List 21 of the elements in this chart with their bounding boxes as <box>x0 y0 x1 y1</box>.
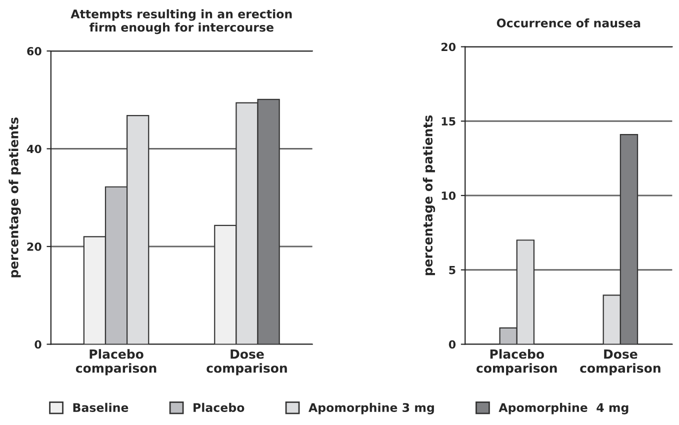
legend-label: Baseline <box>73 402 128 412</box>
x-tick-label: Dose comparison <box>580 349 660 376</box>
y-tick-label: 5 <box>449 266 456 274</box>
x-tick-label: Placebo comparison <box>476 349 557 376</box>
legend-label: Apomorphine 4 mg <box>498 402 628 414</box>
y-tick-label: 20 <box>27 242 42 251</box>
y-tick-label: 15 <box>442 117 456 126</box>
chart-title: Occurrence of nausea <box>496 18 640 28</box>
legend-label: Apomorphine 3 mg <box>308 402 434 414</box>
y-tick-label: 0 <box>34 340 42 349</box>
x-tick-label: Dose comparison <box>206 349 287 376</box>
y-tick-label: 40 <box>26 144 42 154</box>
y-tick-label: 20 <box>442 42 456 52</box>
y-tick-label: 10 <box>442 191 456 200</box>
chart-title: Attempts resulting in an erection firm enough for intercourse <box>70 9 292 34</box>
legend-label: Placebo <box>194 402 244 412</box>
y-axis-title: percentage of patients <box>8 118 21 278</box>
y-axis-title: percentage of patients <box>422 115 436 276</box>
y-tick-label: 60 <box>27 46 42 56</box>
x-tick-label: Placebo comparison <box>76 349 156 376</box>
y-tick-label: 0 <box>448 340 456 349</box>
